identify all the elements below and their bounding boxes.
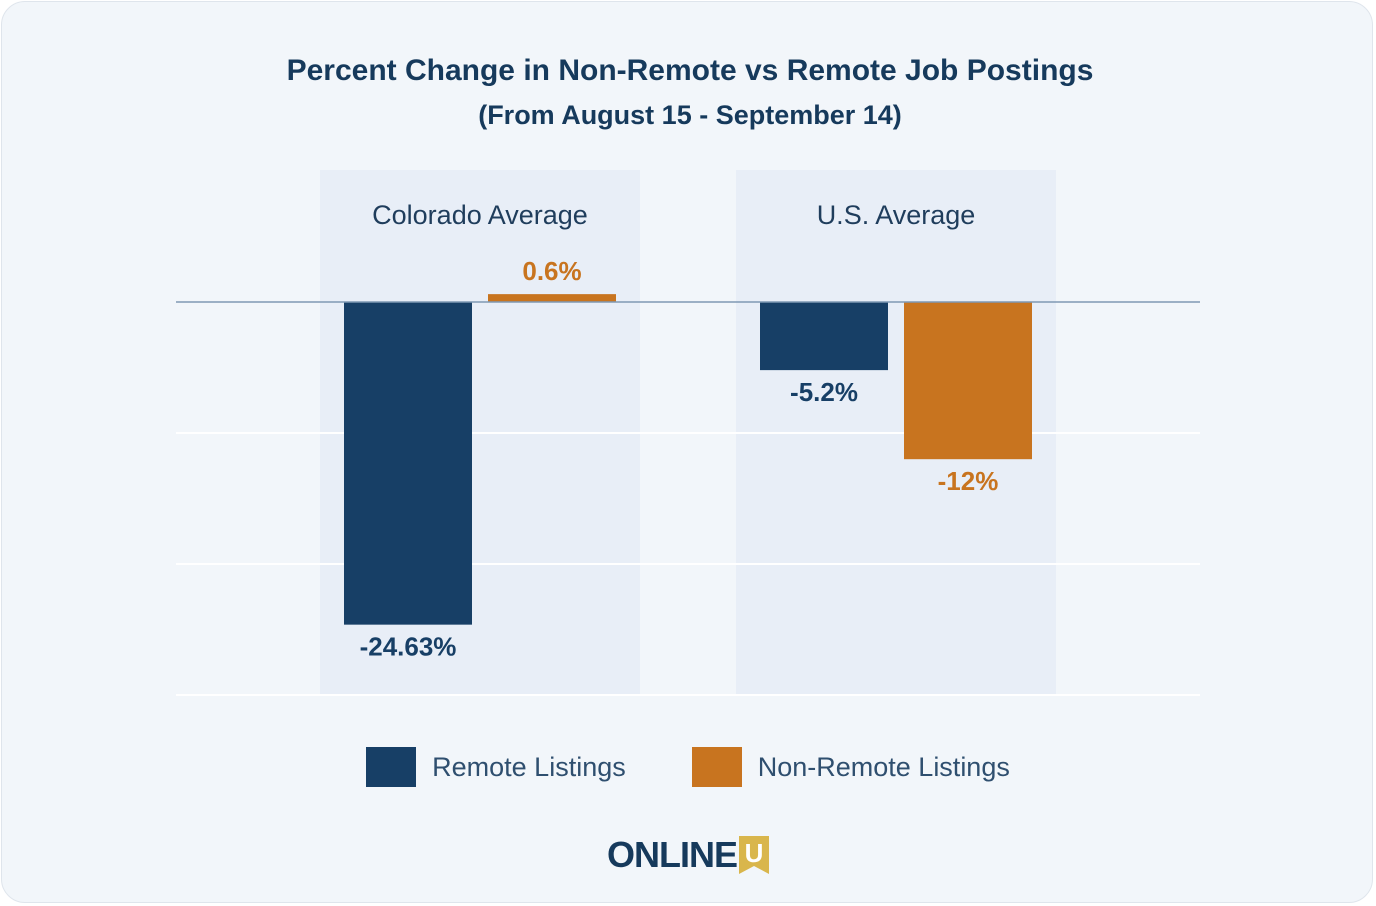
category-label: U.S. Average (817, 200, 976, 230)
onlineu-logo: ONLINE U (0, 834, 1376, 876)
bar (904, 302, 1032, 460)
legend-item-remote: Remote Listings (366, 747, 626, 787)
data-label: 0.6% (522, 256, 581, 286)
category-label: Colorado Average (372, 200, 588, 230)
legend-label-non-remote: Non-Remote Listings (757, 751, 1010, 782)
data-label: -24.63% (360, 632, 457, 662)
chart-title: Percent Change in Non-Remote vs Remote J… (286, 54, 1094, 87)
data-label: -5.2% (790, 377, 858, 407)
svg-text:U: U (745, 838, 764, 868)
logo-u-badge-icon: U (739, 836, 769, 874)
bar (488, 294, 616, 302)
chart-subtitle: (From August 15 - September 14) (478, 100, 902, 130)
legend-swatch-remote (366, 747, 417, 787)
bar (344, 302, 472, 625)
legend-item-non-remote: Non-Remote Listings (691, 747, 1010, 787)
legend-swatch-non-remote (691, 747, 742, 787)
legend: Remote Listings Non-Remote Listings (0, 746, 1376, 788)
bar (760, 302, 888, 371)
data-label: -12% (938, 466, 999, 496)
legend-label-remote: Remote Listings (432, 751, 626, 782)
logo-text: ONLINE (606, 834, 738, 875)
